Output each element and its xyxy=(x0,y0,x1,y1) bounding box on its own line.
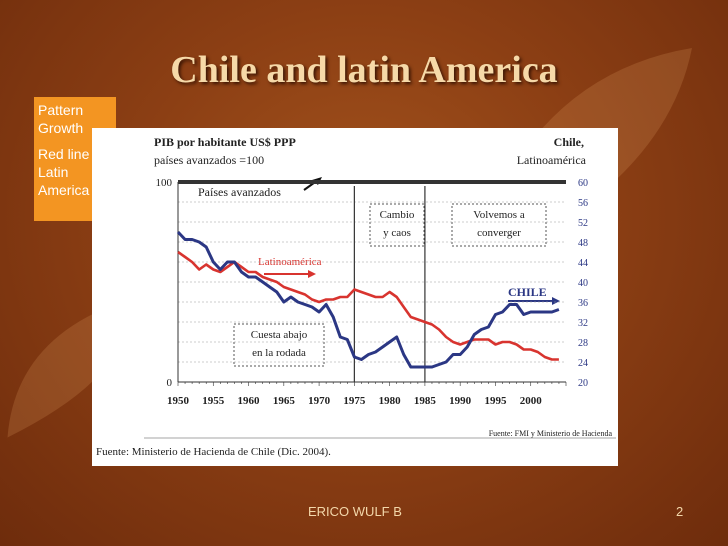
right-tick-label: 32 xyxy=(578,318,588,329)
right-tick-label: 40 xyxy=(578,278,588,289)
annotation-cuesta-1: Cuesta abajo xyxy=(251,329,308,341)
latam-arrowhead xyxy=(308,270,316,278)
series-line-chile xyxy=(176,230,560,369)
right-tick-label: 60 xyxy=(578,178,588,189)
annotation-chile: CHILE xyxy=(508,285,547,299)
right-tick-label: 56 xyxy=(578,198,588,209)
x-tick-label: 1970 xyxy=(308,395,331,407)
note-red-line: Red line : Latin America xyxy=(38,146,98,198)
annotation-cuesta-2: en la rodada xyxy=(252,347,306,359)
x-tick-label: 1975 xyxy=(343,395,366,407)
note-pattern-growth: Pattern Growth xyxy=(38,102,84,136)
chart-title-left-2: países avanzados =100 xyxy=(154,153,264,167)
chart-title-left-1: PIB por habitante US$ PPP xyxy=(154,135,296,149)
annotation-volvemos-1: Volvemos a xyxy=(473,209,525,221)
x-tick-label: 1995 xyxy=(484,395,507,407)
x-tick-label: 1965 xyxy=(273,395,296,407)
right-tick-label: 52 xyxy=(578,218,588,229)
slide-title: Chile and latin America xyxy=(170,49,558,91)
cambio-box xyxy=(369,203,425,247)
volvemos-box xyxy=(451,203,547,247)
annotation-volvemos-2: converger xyxy=(477,227,521,239)
cuesta-box xyxy=(233,323,325,367)
right-tick-label: 20 xyxy=(578,378,588,389)
left-tick-label: 0 xyxy=(167,377,173,389)
right-tick-label: 24 xyxy=(578,358,588,369)
chart-title-right-1: Chile, xyxy=(554,135,584,149)
x-tick-label: 1950 xyxy=(167,395,190,407)
right-tick-label: 44 xyxy=(578,258,588,269)
series-line-latinoamerica xyxy=(177,250,559,361)
annotation-cambio-1: Cambio xyxy=(380,209,415,221)
annotation-cambio-2: y caos xyxy=(383,227,411,239)
right-tick-label: 48 xyxy=(578,238,588,249)
x-tick-label: 1980 xyxy=(379,395,402,407)
annotation-paises: Países avanzados xyxy=(198,185,281,199)
chile-arrowhead xyxy=(552,297,560,305)
right-tick-label: 36 xyxy=(578,298,588,309)
chart-title-right-2: Latinoamérica xyxy=(517,153,587,167)
left-tick-label: 100 xyxy=(156,177,173,189)
x-tick-label: 2000 xyxy=(520,395,543,407)
chart-svg: PIB por habitante US$ PPP países avanzad… xyxy=(96,135,616,458)
slide-number: 2 xyxy=(676,504,684,519)
footer-author: ERICO WULF B xyxy=(308,504,402,519)
inner-source: Fuente: FMI y Ministerio de Hacienda xyxy=(489,429,613,438)
right-tick-label: 28 xyxy=(578,338,588,349)
x-tick-label: 1985 xyxy=(414,395,437,407)
annotation-latam: Latinoamérica xyxy=(258,256,322,268)
x-tick-label: 1955 xyxy=(202,395,225,407)
x-tick-label: 1960 xyxy=(238,395,261,407)
x-tick-label: 1990 xyxy=(449,395,472,407)
outer-source: Fuente: Ministerio de Hacienda de Chile … xyxy=(96,446,331,458)
chart-plot-group: 60 56 52 48 44 40 36 32 28 24 20 100 0 1950 1955 1960 19… xyxy=(156,177,589,407)
chart-panel: PIB por habitante US$ PPP países avanzad… xyxy=(92,128,618,466)
